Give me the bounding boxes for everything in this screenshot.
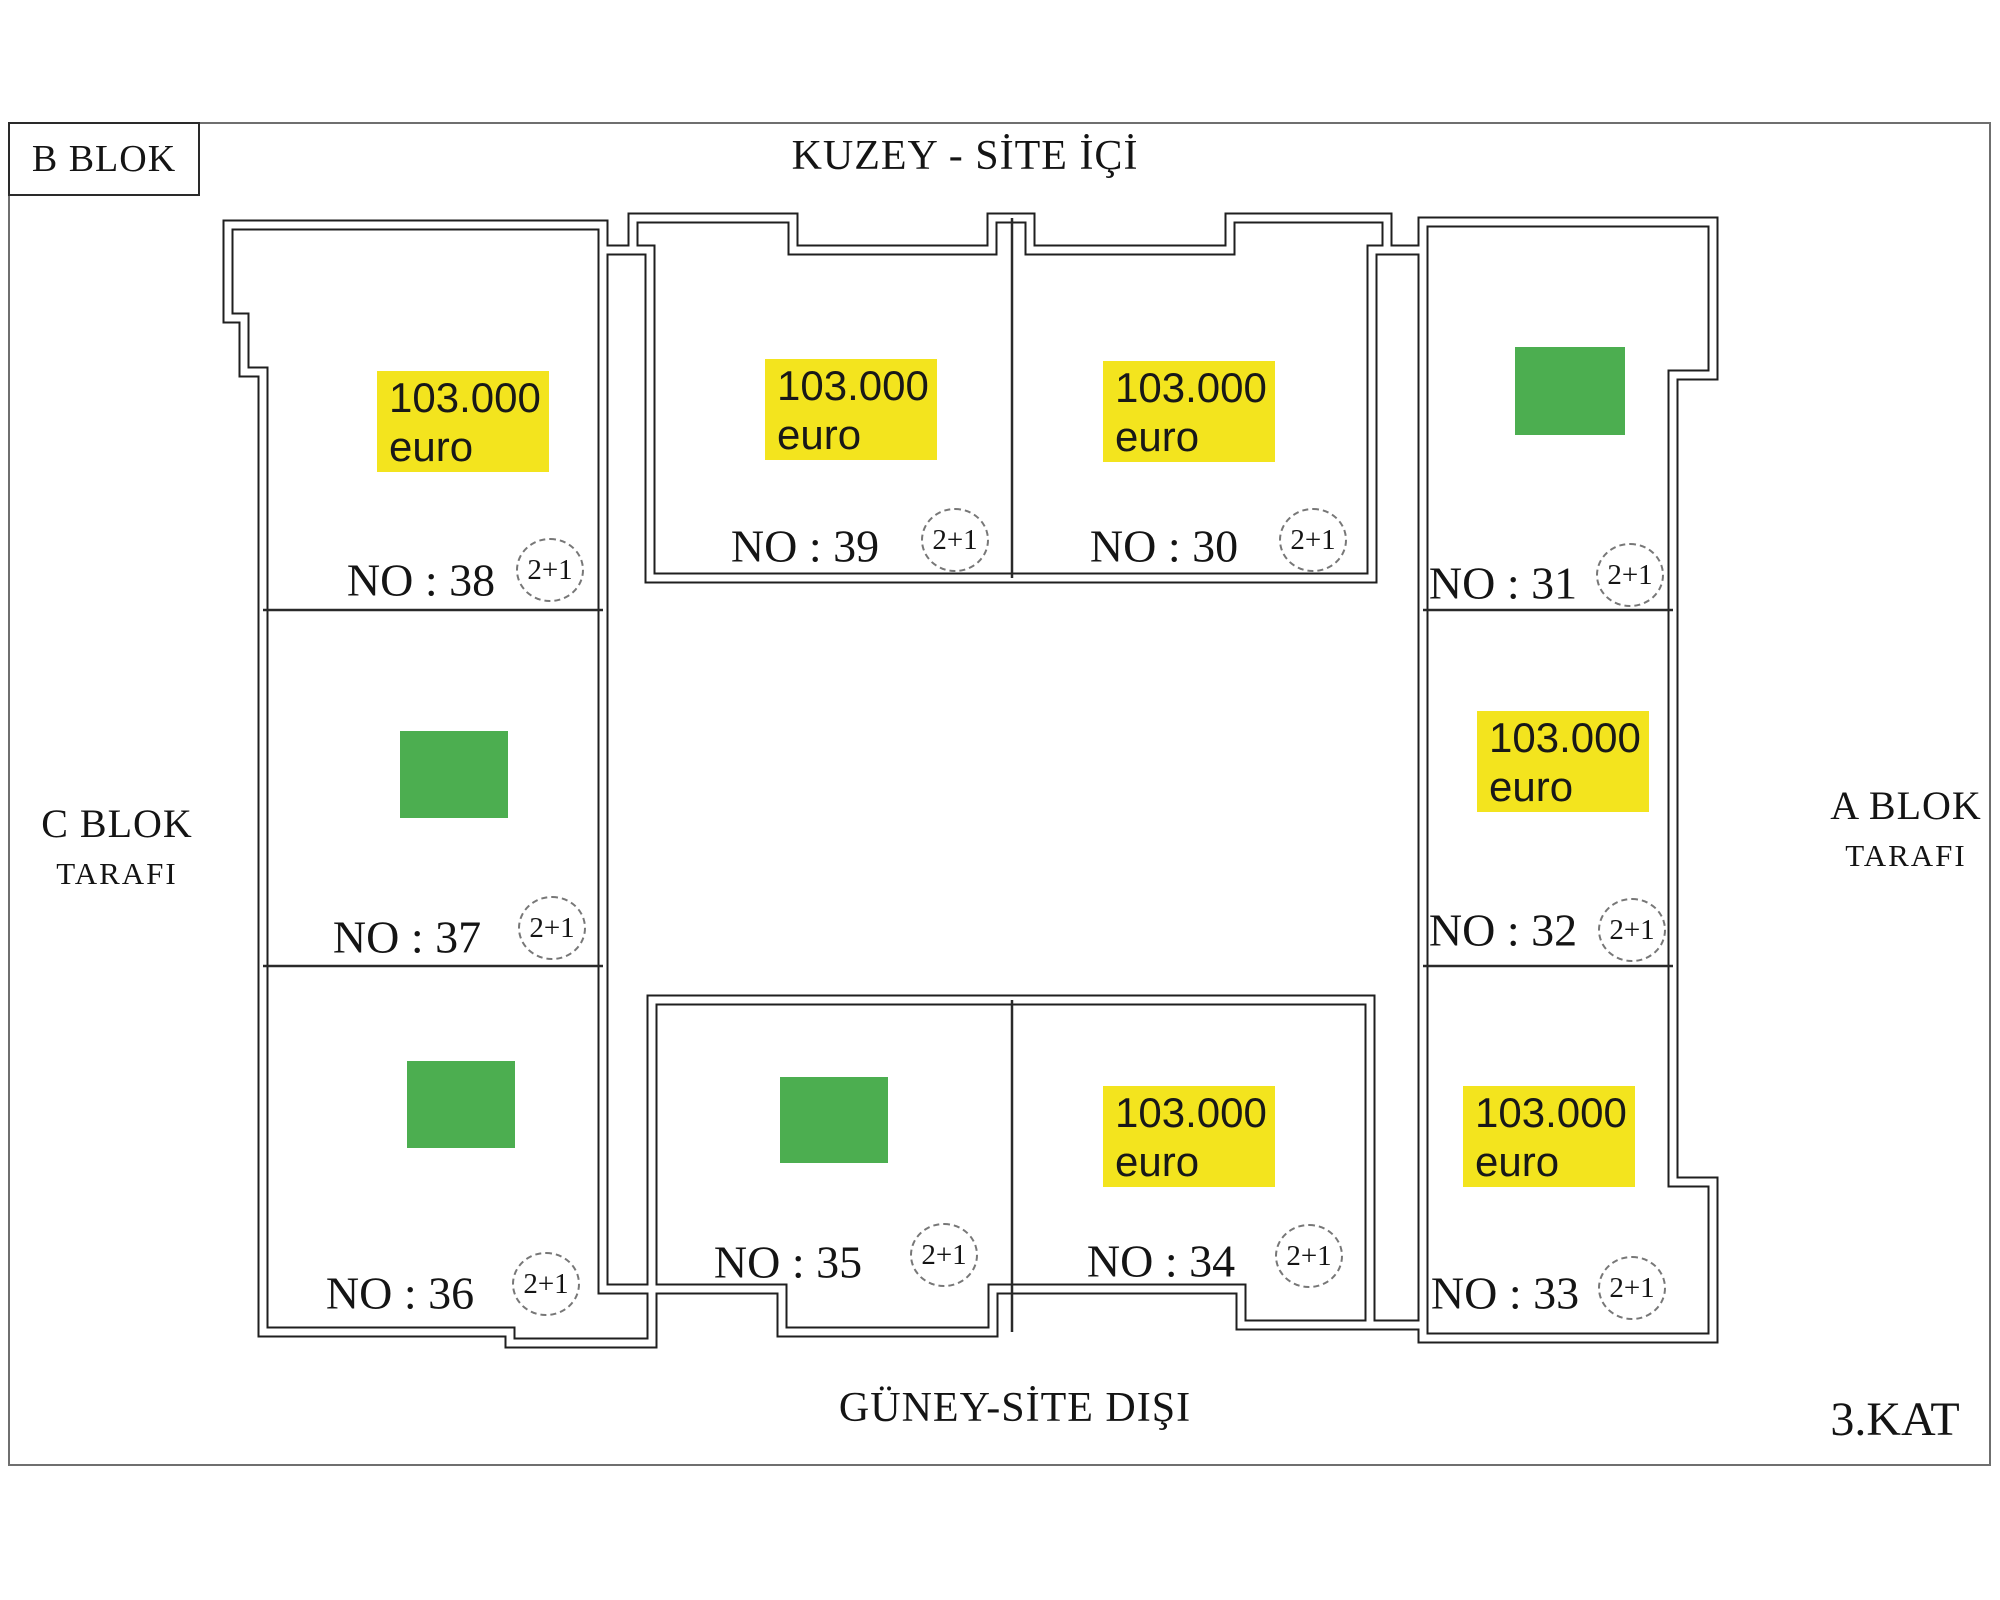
corner-block-label: B BLOK: [31, 138, 177, 180]
unit-number-label: NO : 36: [325, 1267, 475, 1319]
price-amount: 103.000: [777, 362, 929, 409]
unit-number-label: NO : 38: [346, 554, 496, 606]
price-amount: 103.000: [1489, 714, 1641, 761]
unit-number-label: NO : 34: [1086, 1235, 1236, 1287]
room-type-badge: 2+1: [910, 1223, 978, 1287]
price-amount: 103.000: [1115, 1089, 1267, 1136]
price-currency: euro: [389, 423, 474, 470]
room-type-badge: 2+1: [1598, 1256, 1666, 1320]
price-currency: euro: [777, 411, 862, 458]
unit-number-label: NO : 39: [730, 520, 880, 572]
west-side-label-line1: C BLOK: [41, 801, 193, 846]
unit-divider-walls: [263, 218, 1673, 1332]
price-tag: 103.000 euro: [377, 371, 549, 472]
unit-number-label: NO : 32: [1428, 904, 1578, 956]
room-type-text: 2+1: [921, 1238, 967, 1271]
unit-number-label: NO : 35: [713, 1236, 863, 1288]
sold-marker: [1515, 347, 1625, 435]
corner-block-box: B BLOK: [8, 122, 200, 196]
east-side-label: A BLOK TARAFI: [1830, 782, 1982, 874]
east-side-label-line2: TARAFI: [1845, 838, 1967, 873]
sold-marker: [400, 731, 508, 818]
unit-number-label: NO : 30: [1089, 520, 1239, 572]
unit-number-label: NO : 37: [332, 911, 482, 963]
room-type-text: 2+1: [1290, 523, 1336, 556]
room-type-text: 2+1: [529, 911, 575, 944]
price-tag: 103.000 euro: [765, 359, 937, 460]
room-type-text: 2+1: [1286, 1239, 1332, 1272]
price-tag: 103.000 euro: [1477, 711, 1649, 812]
room-type-badge: 2+1: [512, 1252, 580, 1316]
unit-number-label: NO : 33: [1430, 1267, 1580, 1319]
price-amount: 103.000: [389, 374, 541, 421]
room-type-text: 2+1: [1609, 1271, 1655, 1304]
price-tag: 103.000 euro: [1103, 361, 1275, 462]
east-side-label-line1: A BLOK: [1830, 783, 1982, 828]
floor-label: 3.KAT: [1830, 1393, 1960, 1446]
sold-marker: [407, 1061, 515, 1148]
room-type-badge: 2+1: [921, 508, 989, 572]
unit-number-label: NO : 31: [1428, 557, 1578, 609]
price-currency: euro: [1115, 1138, 1200, 1185]
room-type-text: 2+1: [523, 1267, 569, 1300]
room-type-text: 2+1: [527, 553, 573, 586]
room-type-badge: 2+1: [516, 538, 584, 602]
west-side-label-line2: TARAFI: [56, 856, 178, 891]
room-type-badge: 2+1: [1596, 543, 1664, 607]
price-amount: 103.000: [1475, 1089, 1627, 1136]
room-type-text: 2+1: [932, 523, 978, 556]
room-type-text: 2+1: [1609, 913, 1655, 946]
price-amount: 103.000: [1115, 364, 1267, 411]
price-tag: 103.000 euro: [1463, 1086, 1635, 1187]
price-tag: 103.000 euro: [1103, 1086, 1275, 1187]
price-currency: euro: [1115, 413, 1200, 460]
room-type-badge: 2+1: [1598, 898, 1666, 962]
room-type-badge: 2+1: [1275, 1224, 1343, 1288]
south-side-label: GÜNEY-SİTE DIŞI: [838, 1385, 1192, 1431]
room-type-badge: 2+1: [1279, 508, 1347, 572]
room-type-badge: 2+1: [518, 896, 586, 960]
room-type-text: 2+1: [1607, 558, 1653, 591]
price-currency: euro: [1489, 763, 1574, 810]
price-currency: euro: [1475, 1138, 1560, 1185]
building-outline-inner: [224, 214, 1717, 1347]
north-side-label: KUZEY - SİTE İÇİ: [791, 133, 1139, 179]
sold-marker: [780, 1077, 888, 1163]
west-side-label: C BLOK TARAFI: [41, 800, 193, 892]
